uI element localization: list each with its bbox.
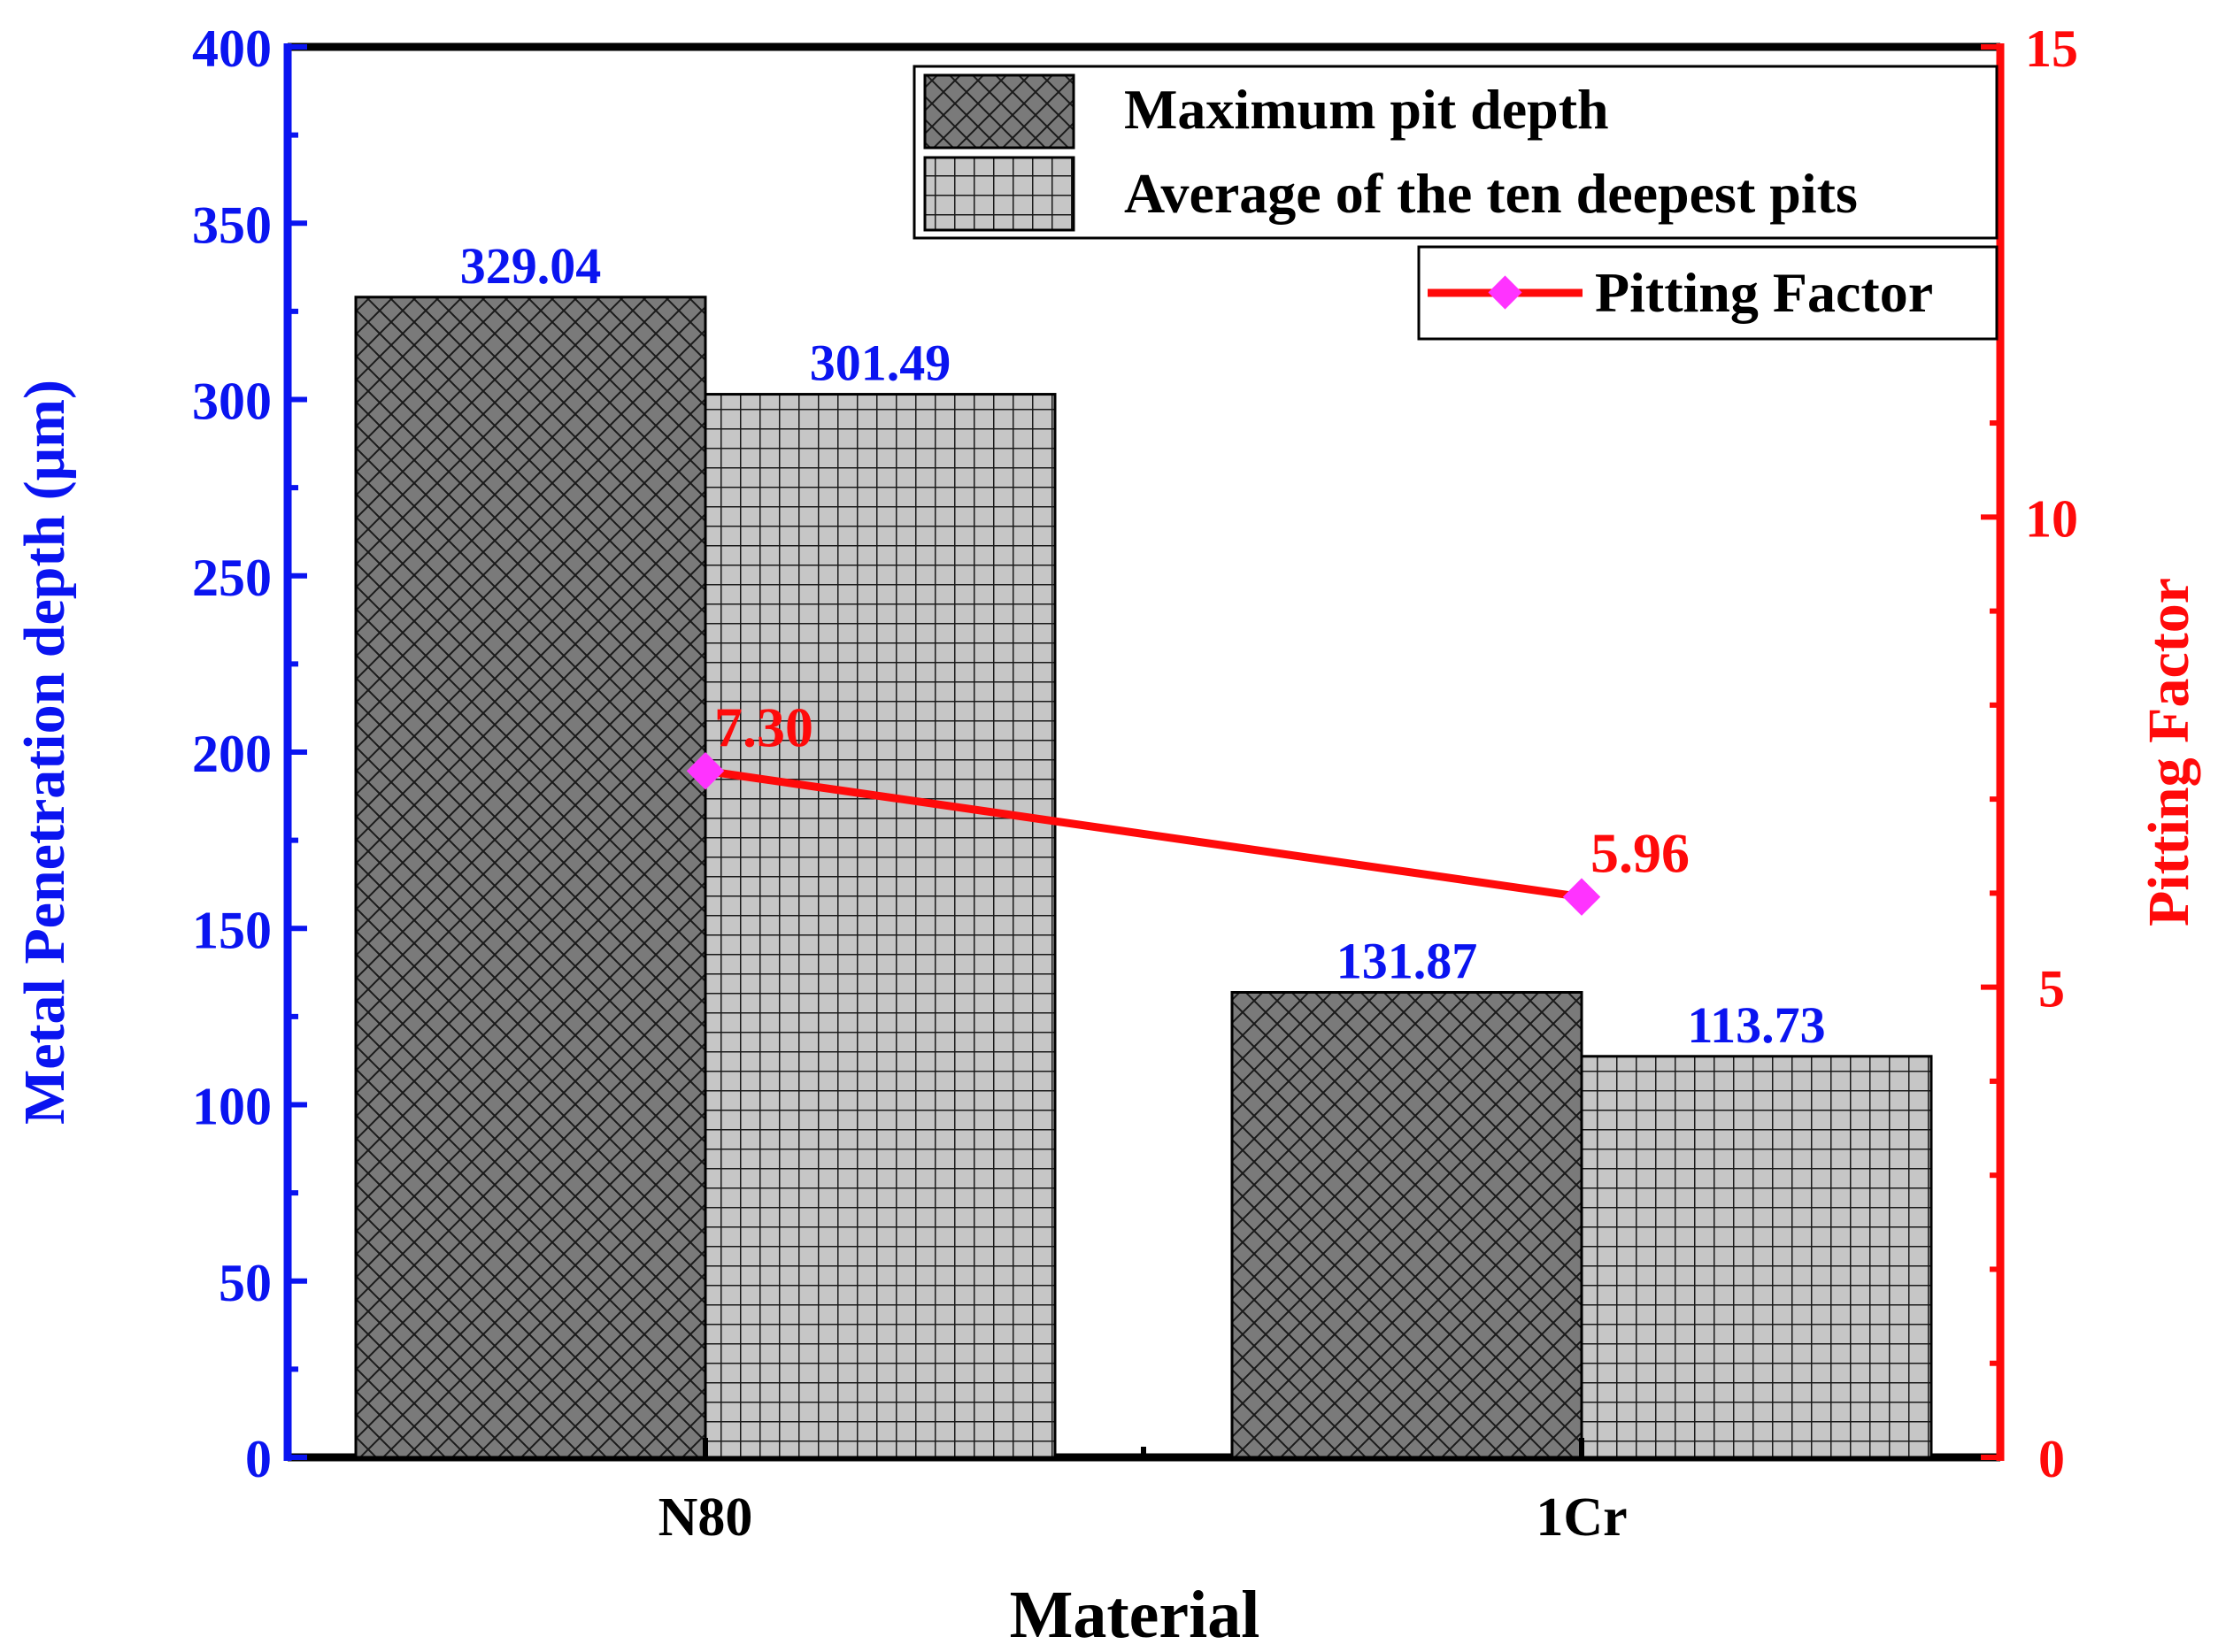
y-tick-label: 250 xyxy=(192,549,272,607)
y-tick-label: 0 xyxy=(245,1430,272,1488)
legend-box-bars xyxy=(913,65,1999,240)
pitting-factor-series: 7.30 5.96 xyxy=(686,695,1690,916)
pitting-factor-line xyxy=(705,766,1583,902)
y2-tick-label: 15 xyxy=(2025,19,2078,78)
tick-labels: 0 50 100 150 200 250 300 350 400 0 5 10 15 N80 1Cr xyxy=(192,19,2078,1548)
bar-maximum-pit-depth xyxy=(1230,990,1583,1459)
y-tick-label: 400 xyxy=(192,19,272,78)
legend-marker-sample xyxy=(1488,275,1522,310)
y-tick-label: 150 xyxy=(192,901,272,959)
legend-swatch-avg xyxy=(923,156,1075,232)
y-tick-label: 100 xyxy=(192,1078,272,1136)
legend: Maximum pit depth Average of the ten dee… xyxy=(913,65,1999,341)
bar-value-label: 329.04 xyxy=(460,237,602,295)
y-tick-label: 200 xyxy=(192,725,272,783)
legend-swatch-max xyxy=(923,73,1075,150)
y2-tick-label: 5 xyxy=(2038,960,2065,1018)
y-tick-label: 300 xyxy=(192,373,272,431)
pitting-factor-value-label: 5.96 xyxy=(1590,822,1690,885)
pitting-factor-marker xyxy=(1562,878,1601,916)
x-tick-label: N80 xyxy=(658,1487,753,1548)
bar-average-ten-deepest xyxy=(1580,1055,1933,1459)
pitting-factor-value-label: 7.30 xyxy=(714,695,813,758)
bar-average-ten-deepest xyxy=(704,393,1057,1459)
legend-label-line: Pitting Factor xyxy=(1595,261,1933,324)
legend-label-avg: Average of the ten deepest pits xyxy=(1124,162,1858,225)
y2-tick-label: 10 xyxy=(2025,489,2078,548)
y-axis-title: Metal Penetration depth (μm) xyxy=(12,380,77,1125)
bars: 329.04 301.49 131.87 113.73 xyxy=(354,237,1933,1459)
bar-maximum-pit-depth xyxy=(354,296,707,1459)
y-tick-label: 50 xyxy=(219,1254,272,1312)
x-tick-label: 1Cr xyxy=(1536,1487,1627,1548)
legend-label-max: Maximum pit depth xyxy=(1124,78,1609,141)
x-axis-title: Material xyxy=(1010,1578,1260,1648)
bar-value-label: 113.73 xyxy=(1687,996,1825,1054)
y2-tick-label: 0 xyxy=(2038,1430,2065,1488)
bar-value-label: 301.49 xyxy=(810,334,951,392)
y-tick-label: 350 xyxy=(192,196,272,254)
bar-value-label: 131.87 xyxy=(1336,932,1478,989)
y2-axis-title: Pitting Factor xyxy=(2137,578,2201,926)
